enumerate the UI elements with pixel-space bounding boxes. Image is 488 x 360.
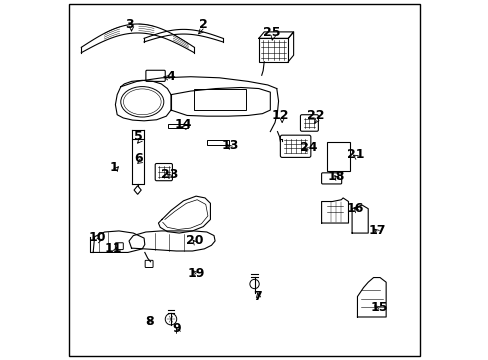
Text: 2: 2 bbox=[199, 18, 207, 31]
Text: 3: 3 bbox=[125, 18, 134, 31]
Bar bbox=[206, 140, 228, 145]
Bar bbox=[326, 141, 349, 171]
Text: 17: 17 bbox=[367, 224, 385, 237]
Text: 1: 1 bbox=[109, 161, 118, 174]
Text: 6: 6 bbox=[134, 152, 142, 165]
Text: 14: 14 bbox=[174, 118, 192, 131]
Text: 21: 21 bbox=[346, 148, 364, 161]
Text: 12: 12 bbox=[271, 109, 288, 122]
Bar bbox=[194, 89, 246, 110]
Text: 15: 15 bbox=[369, 301, 387, 314]
Text: 24: 24 bbox=[300, 141, 317, 154]
Text: 8: 8 bbox=[145, 315, 153, 328]
Text: 19: 19 bbox=[187, 267, 204, 280]
Text: 20: 20 bbox=[185, 234, 203, 247]
Text: 16: 16 bbox=[346, 202, 364, 215]
Text: 25: 25 bbox=[262, 27, 280, 40]
Text: 13: 13 bbox=[221, 139, 238, 152]
Text: 9: 9 bbox=[172, 322, 180, 335]
Text: 23: 23 bbox=[160, 168, 178, 181]
Bar bbox=[168, 124, 188, 128]
Text: 10: 10 bbox=[88, 231, 106, 244]
Text: 4: 4 bbox=[166, 69, 175, 82]
Text: 7: 7 bbox=[252, 290, 261, 303]
Text: 11: 11 bbox=[104, 242, 122, 255]
Text: 5: 5 bbox=[134, 130, 143, 144]
Text: 18: 18 bbox=[326, 170, 344, 183]
Bar bbox=[258, 39, 287, 62]
Text: 22: 22 bbox=[307, 109, 325, 122]
